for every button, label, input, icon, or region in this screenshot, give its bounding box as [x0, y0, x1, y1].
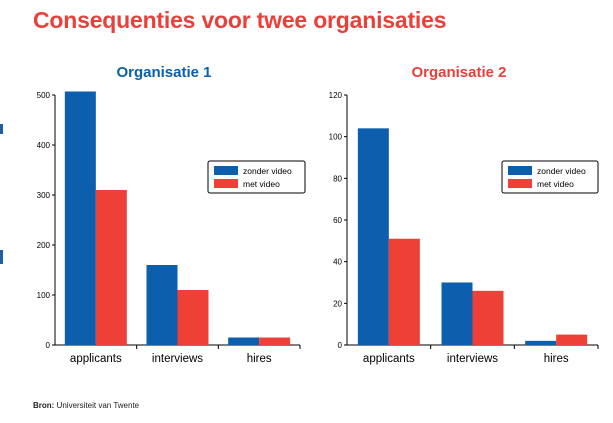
- bar-applicants-met-video: [95, 190, 127, 345]
- x-tick-label: hires: [247, 353, 272, 365]
- x-tick-label: interviews: [447, 353, 498, 365]
- bar-applicants-zonder-video: [64, 91, 96, 345]
- bar-applicants-zonder-video: [357, 128, 389, 345]
- bar-interviews-zonder-video: [441, 282, 473, 345]
- y-tick-label: 0: [46, 341, 51, 350]
- y-tick-label: 40: [333, 258, 342, 267]
- x-tick-label: applicants: [363, 353, 415, 365]
- bar-interviews-zonder-video: [146, 265, 178, 345]
- edge-accent-bottom: [0, 250, 3, 264]
- edge-accent-top: [0, 124, 3, 134]
- bar-hires-zonder-video: [228, 337, 260, 345]
- chart-title-organisatie-1: Organisatie 1: [116, 64, 212, 81]
- chart-title-organisatie-2: Organisatie 2: [411, 64, 507, 81]
- legend-label: zonder video: [243, 166, 292, 176]
- legend-swatch: [214, 166, 238, 175]
- y-tick-label: 120: [329, 91, 343, 100]
- y-tick-label: 100: [37, 291, 51, 300]
- legend-label: zonder video: [537, 166, 586, 176]
- y-tick-label: 500: [37, 91, 51, 100]
- bar-interviews-met-video: [472, 290, 504, 345]
- legend-swatch: [214, 179, 238, 188]
- bar-applicants-met-video: [388, 238, 420, 345]
- page-title: Consequenties voor twee organisaties: [33, 7, 447, 33]
- y-tick-label: 300: [37, 191, 51, 200]
- legend-swatch: [508, 166, 532, 175]
- x-tick-label: hires: [544, 353, 569, 365]
- source-label: Bron:: [33, 401, 55, 410]
- x-tick-label: applicants: [70, 353, 122, 365]
- y-tick-label: 0: [338, 341, 343, 350]
- source-text: Universiteit van Twente: [56, 401, 140, 410]
- legend-label: met video: [537, 179, 574, 189]
- bar-hires-zonder-video: [525, 340, 557, 345]
- y-tick-label: 400: [37, 141, 51, 150]
- legend-label: met video: [243, 179, 280, 189]
- y-tick-label: 80: [333, 174, 342, 183]
- y-tick-label: 200: [37, 241, 51, 250]
- bar-interviews-met-video: [177, 290, 209, 345]
- source-note: Bron: Universiteit van Twente: [33, 401, 139, 410]
- bar-hires-met-video: [556, 334, 588, 345]
- x-tick-label: interviews: [152, 353, 203, 365]
- y-tick-label: 20: [333, 299, 342, 308]
- y-tick-label: 100: [329, 133, 343, 142]
- bar-hires-met-video: [259, 337, 291, 345]
- legend-swatch: [508, 179, 532, 188]
- y-tick-label: 60: [333, 216, 342, 225]
